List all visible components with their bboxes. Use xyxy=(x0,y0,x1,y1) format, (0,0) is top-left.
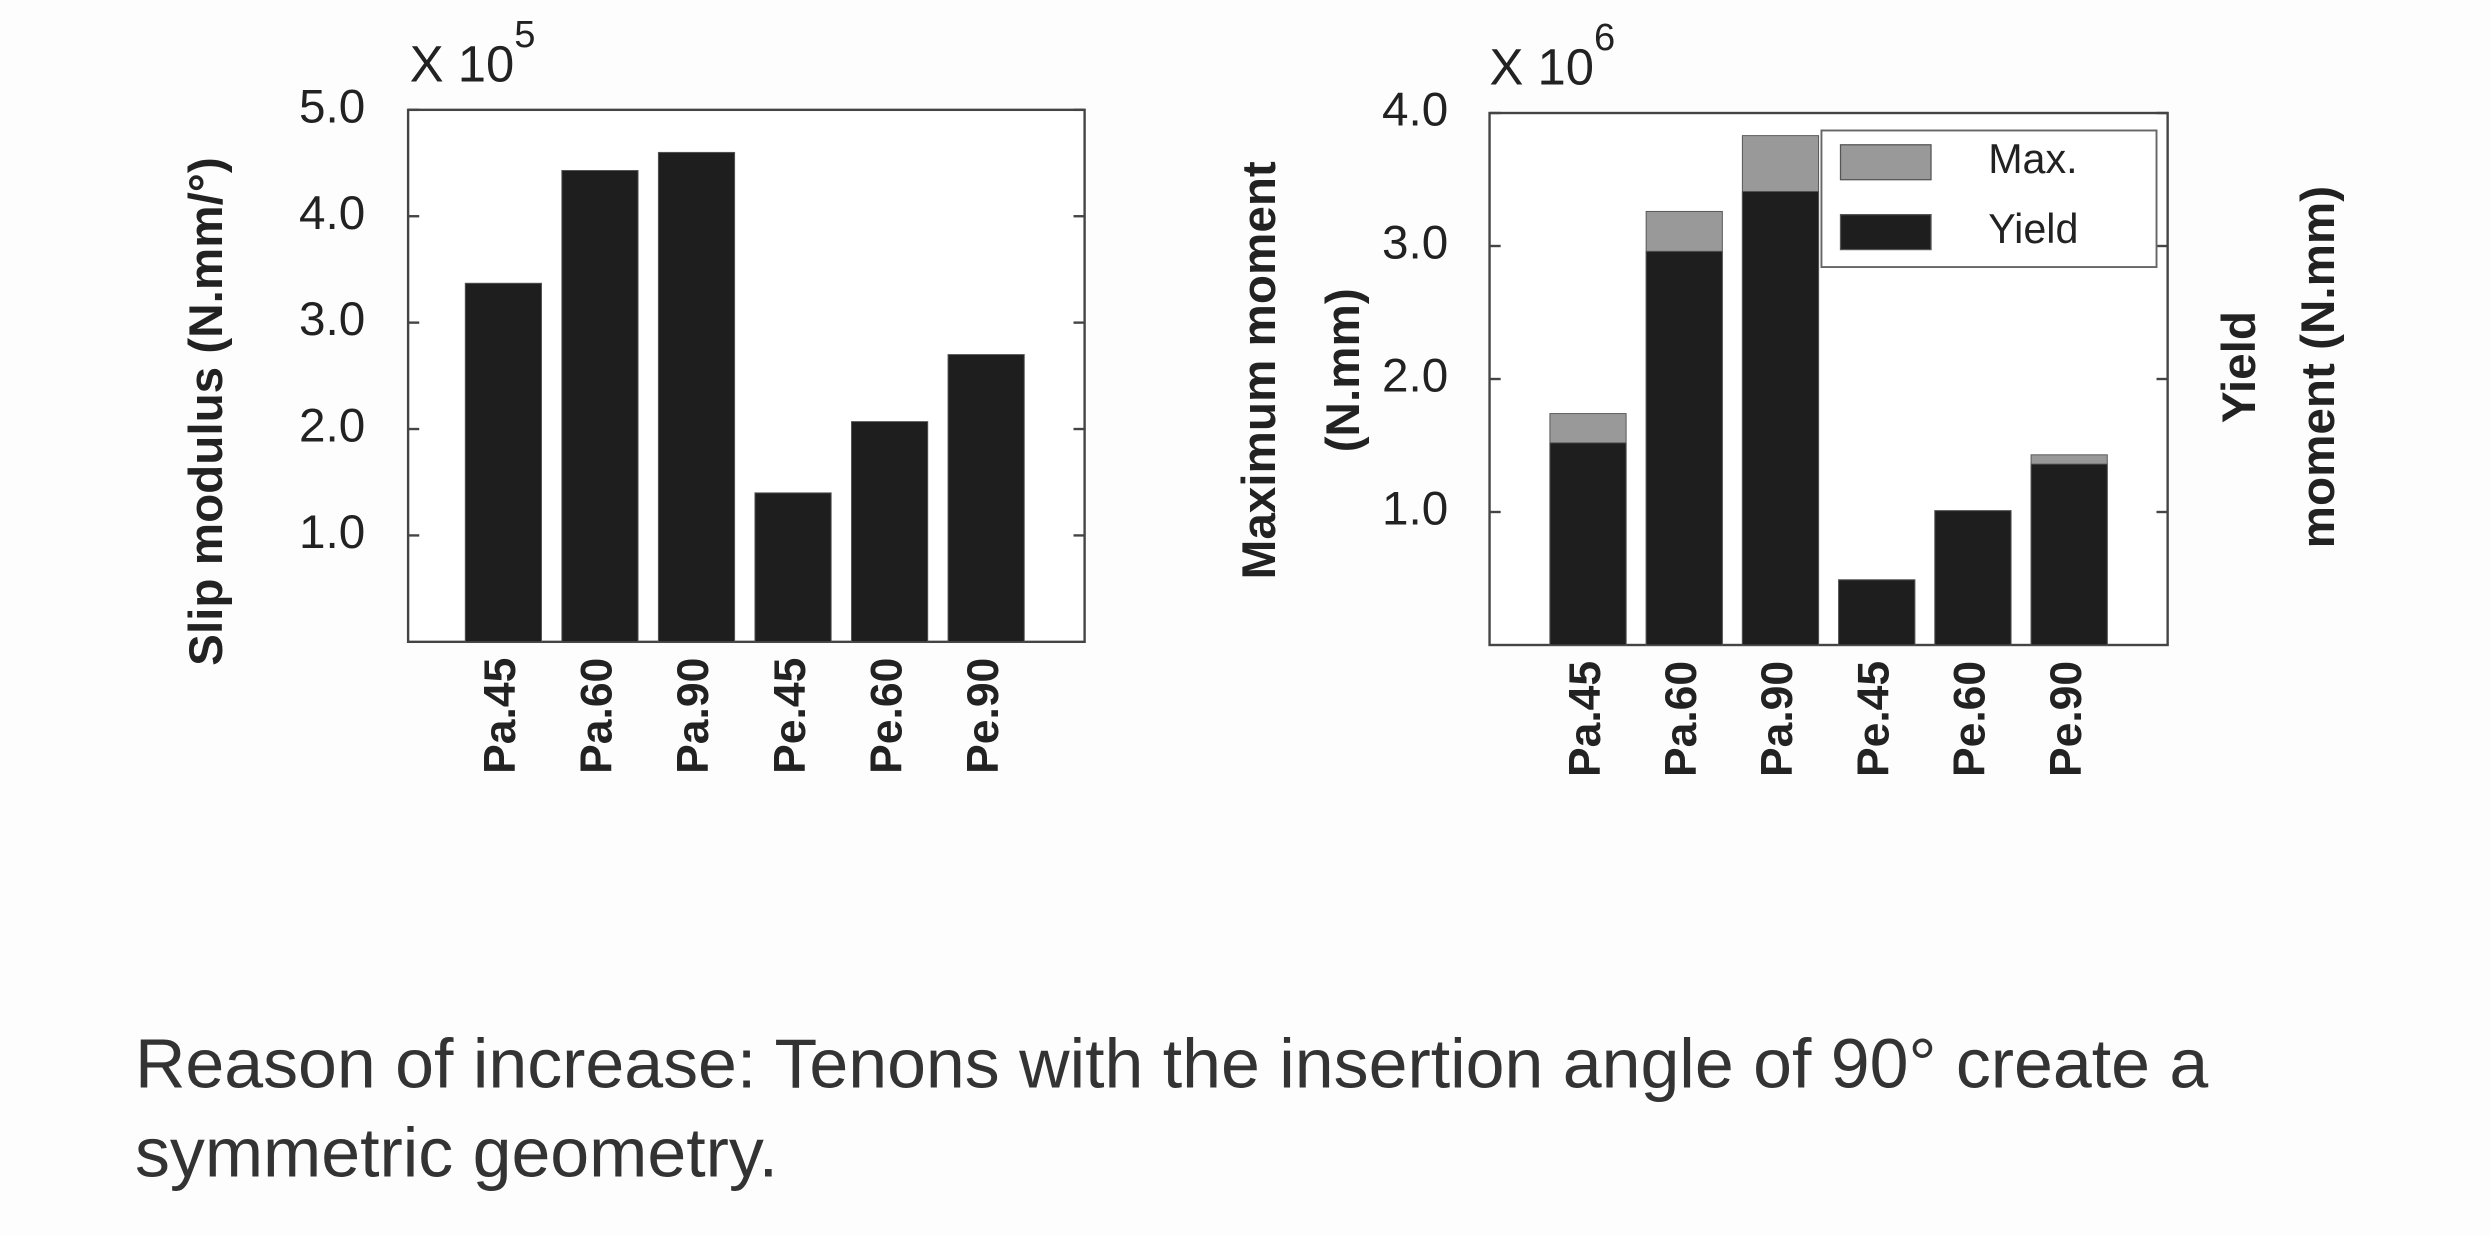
bar xyxy=(754,492,832,643)
y-axis-title: Slip modulus (N.mm/°) xyxy=(180,157,233,666)
legend-label: Yield xyxy=(1988,206,2078,252)
y-axis-title: Maximum moment xyxy=(1233,161,1286,579)
y2-axis-title: moment (N.mm) xyxy=(2292,186,2345,549)
x-tick-label: Pe.90 xyxy=(959,658,1008,774)
bar xyxy=(1645,250,1723,646)
y-tick-label: 1.0 xyxy=(299,506,365,559)
y-tick-label: 3.0 xyxy=(299,293,365,346)
x-tick-label: Pa.90 xyxy=(1753,661,1802,777)
caption-line: symmetric geometry. xyxy=(135,1113,778,1191)
y-tick-label: 3.0 xyxy=(1382,217,1448,270)
y2-axis-title: Yield xyxy=(2213,311,2266,423)
multiplier-base: X 10 xyxy=(410,36,515,93)
multiplier-base: X 10 xyxy=(1490,39,1594,96)
bar xyxy=(1838,579,1916,646)
y-tick-label: 2.0 xyxy=(1382,350,1448,403)
bar xyxy=(1741,191,1820,646)
y-axis-title: (N.mm) xyxy=(1317,288,1370,452)
x-tick-label: Pe.60 xyxy=(1946,661,1995,777)
x-tick-label: Pe.60 xyxy=(862,658,911,774)
bar xyxy=(851,421,929,643)
bar xyxy=(2030,463,2108,646)
bar xyxy=(464,282,542,643)
bar xyxy=(561,170,639,643)
y-tick-label: 4.0 xyxy=(1382,84,1448,137)
multiplier-exponent: 6 xyxy=(1594,17,1615,59)
bar xyxy=(657,151,736,643)
multiplier-exponent: 5 xyxy=(514,14,535,56)
x-tick-label: Pe.90 xyxy=(2042,661,2091,777)
x-tick-label: Pa.60 xyxy=(1657,661,1706,777)
x-tick-label: Pe.45 xyxy=(766,658,815,774)
bar xyxy=(1934,510,2012,646)
legend-label: Max. xyxy=(1988,136,2077,182)
caption-line: Reason of increase: Tenons with the inse… xyxy=(135,1024,2208,1102)
legend-swatch xyxy=(1839,144,1932,181)
x-tick-label: Pa.90 xyxy=(669,658,718,774)
x-tick-label: Pa.45 xyxy=(1561,661,1610,777)
bar xyxy=(1549,442,1627,646)
y-tick-label: 5.0 xyxy=(299,80,365,133)
bar xyxy=(947,354,1025,643)
x-tick-label: Pa.60 xyxy=(573,658,622,774)
x-tick-label: Pa.45 xyxy=(476,658,525,774)
axis-multiplier: X 105 xyxy=(410,14,536,93)
y-tick-label: 4.0 xyxy=(299,187,365,240)
legend-swatch xyxy=(1839,214,1932,251)
y-tick-label: 2.0 xyxy=(299,400,365,453)
x-tick-label: Pe.45 xyxy=(1849,661,1898,777)
axis-multiplier: X 106 xyxy=(1490,17,1616,96)
y-tick-label: 1.0 xyxy=(1382,483,1448,536)
